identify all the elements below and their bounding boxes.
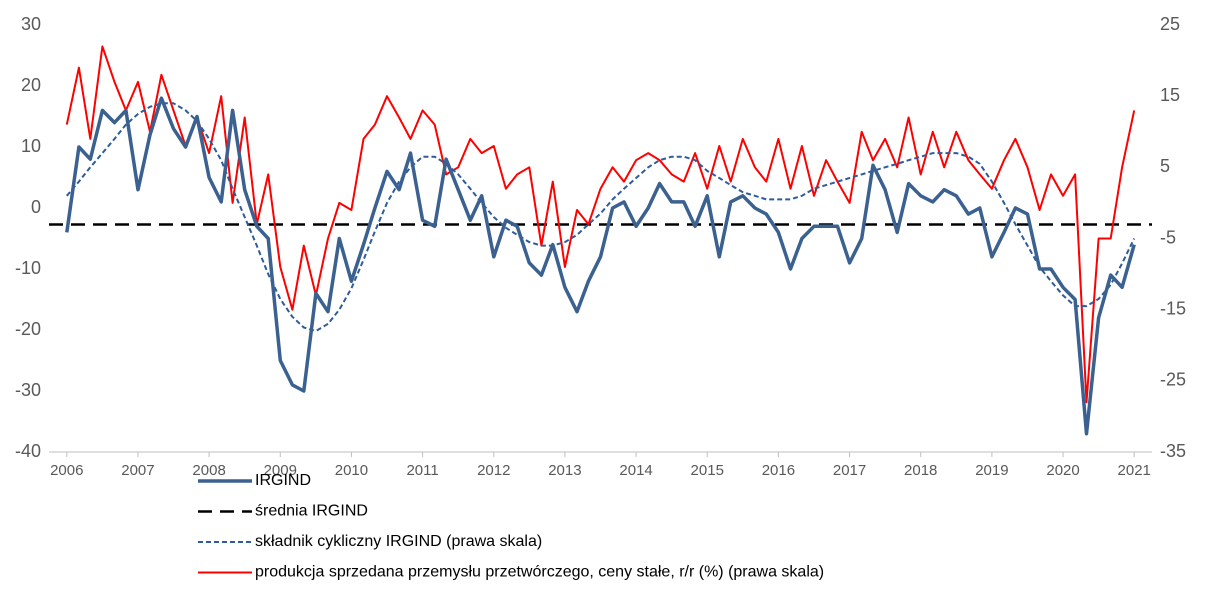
x-tick-label: 2011	[406, 462, 438, 479]
x-tick-label: 2006	[50, 462, 83, 479]
y2-tick-label: 5	[1160, 156, 1170, 176]
y-tick-label: 0	[31, 197, 41, 217]
y2-tick-label: -35	[1160, 441, 1186, 461]
x-tick-label: 2013	[548, 462, 581, 479]
x-tick-label: 2014	[619, 462, 652, 479]
y-tick-label: 30	[21, 14, 41, 34]
y2-tick-label: 25	[1160, 14, 1180, 34]
y2-tick-label: -25	[1160, 370, 1186, 390]
y2-tick-label: 15	[1160, 85, 1180, 105]
y-tick-label: -30	[15, 380, 41, 400]
series-line	[66, 102, 1136, 332]
x-tick-label: 2012	[477, 462, 510, 479]
legend-label: składnik cykliczny IRGIND (prawa skala)	[255, 533, 542, 550]
x-tick-label: 2010	[335, 462, 368, 479]
y-tick-label: -40	[15, 441, 41, 461]
x-tick-label: 2008	[192, 462, 225, 479]
x-tick-label: 2018	[904, 462, 937, 479]
legend-label: IRGIND	[255, 472, 311, 489]
x-tick-label: 2019	[975, 462, 1008, 479]
y-tick-label: 10	[21, 136, 41, 156]
y-tick-label: -10	[15, 258, 41, 278]
x-tick-label: 2016	[762, 462, 795, 479]
y-tick-label: 20	[21, 75, 41, 95]
x-tick-label: 2015	[691, 462, 724, 479]
y2-tick-label: -5	[1160, 227, 1176, 247]
legend-label: produkcja sprzedana przemysłu przetwórcz…	[255, 564, 824, 581]
y-tick-label: -20	[15, 319, 41, 339]
x-tick-label: 2009	[264, 462, 297, 479]
series-line	[65, 96, 1136, 436]
series-line	[65, 45, 1136, 404]
x-tick-label: 2021	[1118, 462, 1151, 479]
x-tick-label: 2020	[1046, 462, 1079, 479]
y2-tick-label: -15	[1160, 298, 1186, 318]
legend-label: średnia IRGIND	[255, 503, 368, 520]
x-tick-label: 2007	[121, 462, 154, 479]
x-tick-label: 2017	[833, 462, 866, 479]
